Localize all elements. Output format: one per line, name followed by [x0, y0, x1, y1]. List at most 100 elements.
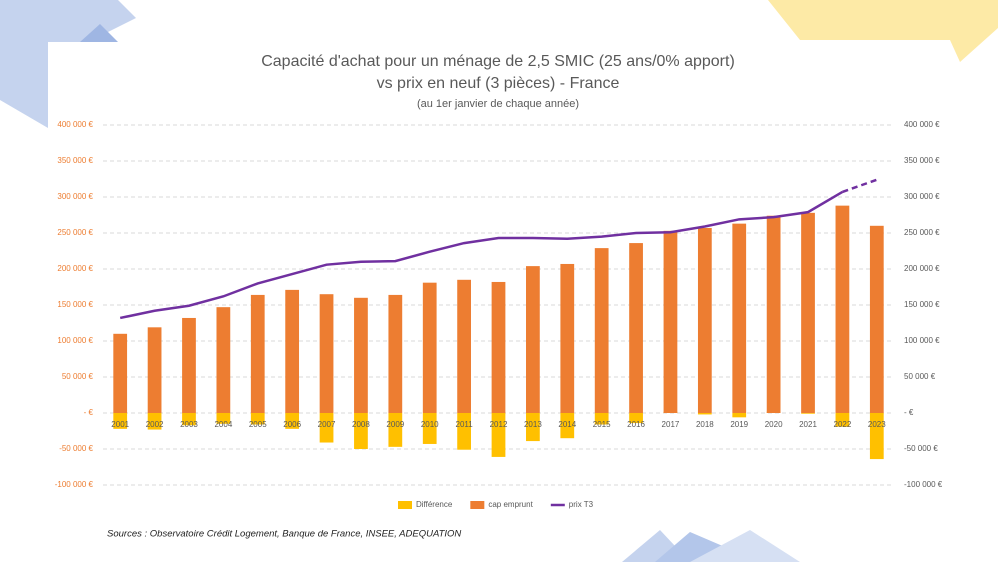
- legend-label: cap emprunt: [488, 500, 533, 509]
- bar: [732, 413, 747, 418]
- bar: [835, 413, 850, 427]
- legend-swatch: [398, 501, 412, 509]
- x-tick-label: 2005: [249, 420, 267, 429]
- x-tick-label: 2023: [868, 420, 886, 429]
- legend-label: prix T3: [569, 500, 594, 509]
- x-tick-label: 2017: [662, 420, 680, 429]
- y2-tick-label: - €: [904, 408, 914, 417]
- y2-tick-label: -100 000 €: [904, 480, 943, 489]
- bar: [560, 263, 575, 413]
- bar: [594, 413, 609, 425]
- chart-title: Capacité d'achat pour un ménage de 2,5 S…: [261, 53, 735, 70]
- bar: [319, 294, 334, 413]
- bar: [113, 413, 128, 429]
- bar: [388, 294, 403, 413]
- bar: [526, 413, 540, 442]
- x-tick-label: 2009: [386, 420, 404, 429]
- bar: [388, 413, 403, 447]
- line: [119, 190, 844, 320]
- bar: [422, 282, 437, 413]
- y-tick-label: 100 000 €: [57, 336, 93, 345]
- bar: [354, 297, 368, 413]
- bar: [526, 266, 540, 413]
- x-tick-label: 2011: [456, 420, 474, 429]
- legend-swatch: [470, 501, 485, 509]
- x-tick-label: 2013: [524, 420, 542, 429]
- y2-tick-label: 400 000 €: [904, 120, 940, 129]
- x-tick-label: 2012: [490, 420, 508, 429]
- y-tick-label: 200 000 €: [57, 264, 93, 273]
- bar: [560, 413, 575, 439]
- bar: [354, 413, 368, 449]
- x-tick-label: 2004: [214, 420, 232, 429]
- y2-tick-label: 150 000 €: [904, 300, 940, 309]
- line-dashed: [841, 178, 878, 194]
- x-tick-label: 2022: [834, 420, 852, 429]
- x-tick-label: 2003: [180, 420, 198, 429]
- bar: [869, 413, 884, 460]
- y-tick-label: 300 000 €: [57, 192, 93, 201]
- bar: [147, 327, 162, 413]
- x-tick-label: 2010: [421, 420, 439, 429]
- bar: [422, 413, 437, 444]
- bar: [491, 281, 506, 413]
- y2-tick-label: 300 000 €: [904, 192, 940, 201]
- bar: [835, 205, 850, 413]
- bar: [182, 413, 196, 426]
- bar: [182, 317, 196, 413]
- y-tick-label: -100 000 €: [55, 480, 94, 489]
- x-tick-label: 2014: [558, 420, 576, 429]
- bar: [869, 225, 884, 413]
- bar: [285, 413, 300, 429]
- y-tick-label: -50 000 €: [59, 444, 93, 453]
- chart-subtitle: (au 1er janvier de chaque année): [417, 98, 579, 110]
- bar: [663, 230, 678, 413]
- x-tick-label: 2007: [318, 420, 336, 429]
- bar: [697, 413, 712, 415]
- x-tick-label: 2002: [146, 420, 164, 429]
- x-tick-label: 2015: [593, 420, 611, 429]
- source-note: Sources : Observatoire Crédit Logement, …: [107, 529, 461, 540]
- bar: [629, 243, 643, 413]
- x-tick-label: 2001: [111, 420, 129, 429]
- y2-tick-label: 50 000 €: [904, 372, 936, 381]
- bar: [732, 223, 747, 413]
- bar: [491, 413, 506, 457]
- bar: [216, 413, 231, 424]
- x-tick-label: 2020: [765, 420, 783, 429]
- bar: [113, 333, 128, 413]
- y-tick-label: 400 000 €: [57, 120, 93, 129]
- y2-tick-label: 200 000 €: [904, 264, 940, 273]
- x-tick-label: 2021: [799, 420, 817, 429]
- bar: [594, 248, 609, 413]
- x-tick-label: 2019: [730, 420, 748, 429]
- bar: [216, 307, 231, 413]
- bar: [801, 212, 815, 413]
- bar: [697, 227, 712, 413]
- y2-tick-label: 100 000 €: [904, 336, 940, 345]
- bar: [319, 413, 334, 443]
- bar: [285, 289, 300, 413]
- x-tick-label: 2016: [627, 420, 645, 429]
- y2-tick-label: 250 000 €: [904, 228, 940, 237]
- y-tick-label: - €: [84, 408, 94, 417]
- x-tick-label: 2006: [283, 420, 301, 429]
- y-tick-label: 50 000 €: [62, 372, 94, 381]
- bar: [629, 413, 643, 424]
- bar: [250, 413, 265, 425]
- bar: [766, 215, 781, 413]
- y-tick-label: 350 000 €: [57, 156, 93, 165]
- bar: [457, 279, 471, 413]
- chart-title: vs prix en neuf (3 pièces) - France: [377, 75, 620, 92]
- y-tick-label: 250 000 €: [57, 228, 93, 237]
- bar: [457, 413, 471, 450]
- bar: [147, 413, 162, 430]
- y2-tick-label: 350 000 €: [904, 156, 940, 165]
- x-tick-label: 2018: [696, 420, 714, 429]
- x-tick-label: 2008: [352, 420, 370, 429]
- y-tick-label: 150 000 €: [57, 300, 93, 309]
- bar: [250, 294, 265, 413]
- y2-tick-label: -50 000 €: [904, 444, 938, 453]
